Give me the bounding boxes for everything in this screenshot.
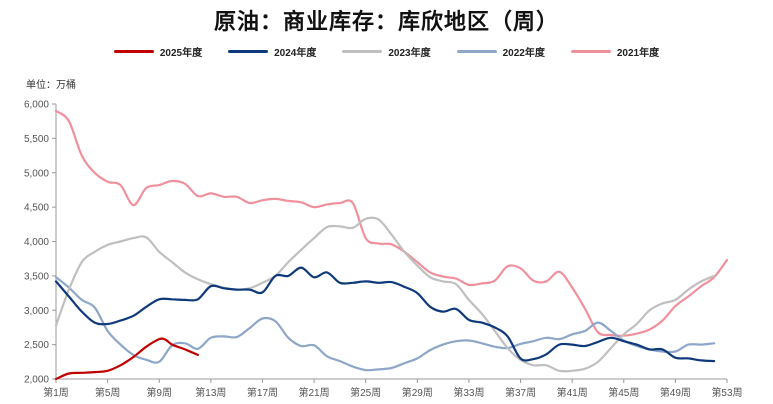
legend-item: 2024年度 [228, 44, 316, 59]
unit-label: 单位：万桶 [26, 80, 76, 91]
x-tick-label: 第17周 [247, 386, 278, 399]
chart-title: 原油：商业库存：库欣地区（周） [213, 9, 559, 35]
series-line-2022 [54, 276, 716, 372]
x-tick-label: 第29周 [402, 386, 433, 399]
legend-swatch [113, 50, 154, 53]
legend-item: 2021年度 [570, 44, 660, 59]
legend-swatch [570, 50, 611, 53]
legend-label: 2023年度 [388, 48, 431, 59]
y-tick-label: 4,500 [24, 203, 49, 214]
legend-label: 2022年度 [502, 48, 545, 59]
series-line-2021 [54, 109, 729, 337]
legend-item: 2025年度 [113, 44, 203, 59]
legend: 2025年度 2024年度 2023年度 2022年度 2021年度 [0, 44, 773, 59]
legend-label: 2021年度 [616, 48, 660, 59]
y-tick-label: 3,000 [24, 306, 49, 317]
y-tick-label: 5,500 [24, 134, 49, 145]
x-tick-label: 第53周 [711, 386, 742, 399]
series-line-2023 [54, 216, 716, 373]
legend-label: 2025年度 [159, 48, 203, 59]
legend-item: 2023年度 [342, 44, 431, 59]
legend-item: 2022年度 [456, 44, 545, 59]
x-tick-label: 第37周 [505, 386, 536, 399]
legend-swatch [228, 50, 269, 53]
x-tick-label: 第9周 [146, 386, 172, 399]
y-tick-label: 5,000 [24, 168, 49, 179]
x-tick-label: 第33周 [453, 386, 484, 399]
x-tick-label: 第5周 [95, 386, 121, 399]
y-tick-label: 2,500 [24, 340, 49, 351]
series-line-2024 [54, 266, 716, 363]
x-tick-label: 第25周 [350, 386, 381, 399]
y-tick-label: 4,000 [24, 237, 49, 248]
y-tick-label: 6,000 [24, 100, 49, 111]
x-tick-label: 第1周 [43, 386, 69, 399]
x-tick-label: 第13周 [195, 386, 226, 399]
y-tick-label: 2,000 [24, 375, 49, 386]
series-line-2025 [54, 337, 199, 381]
x-tick-label: 第41周 [557, 386, 588, 399]
x-tick-label: 第21周 [299, 386, 330, 399]
x-tick-label: 第49周 [660, 386, 691, 399]
y-tick-label: 3,500 [24, 271, 49, 282]
legend-swatch [456, 50, 497, 53]
legend-swatch [342, 50, 383, 53]
legend-label: 2024年度 [274, 48, 317, 59]
x-tick-label: 第45周 [608, 386, 639, 399]
